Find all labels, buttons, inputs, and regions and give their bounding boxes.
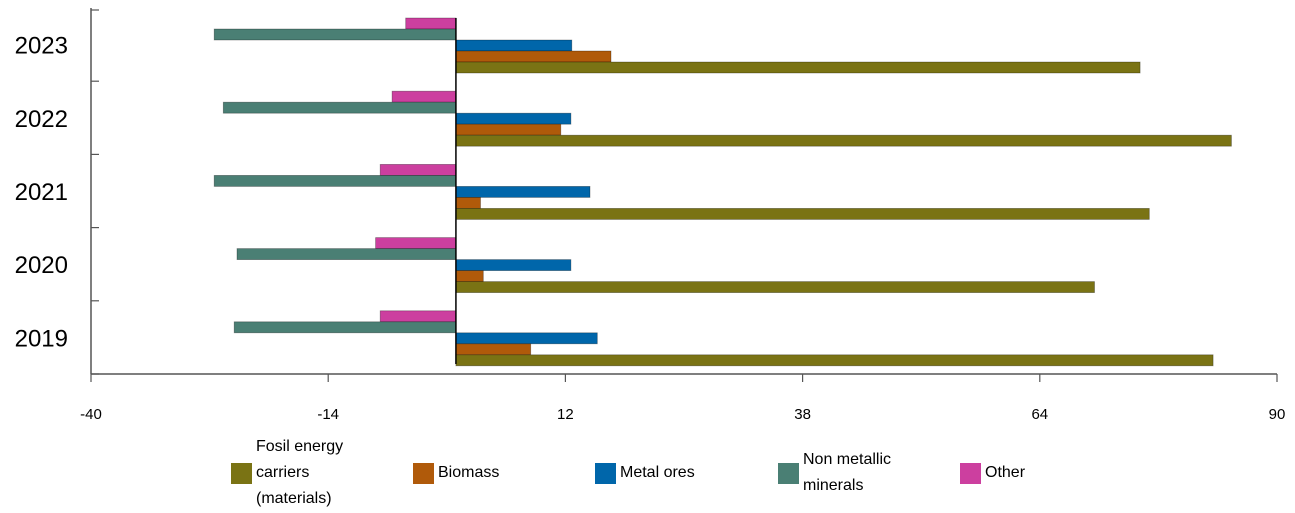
bar-2019-series-0 (455, 354, 1214, 367)
bar-2020-series-1 (455, 270, 484, 283)
x-tick-label: -14 (317, 406, 339, 423)
x-tick-label: 38 (794, 406, 811, 423)
bar-2023-series-0 (455, 61, 1141, 74)
labels-group: 2023 2022 2021 2020 2019 -40 -14 12 38 64 90 (15, 33, 1286, 423)
bar-2023-series-4 (405, 17, 457, 30)
bar-2019-series-2 (455, 332, 598, 345)
legend: Fosil energy carriers (materials) Biomass… (0, 425, 1295, 513)
legend-item-1: Biomass (413, 460, 499, 486)
legend-label: Fosil energy carriers (materials) (256, 438, 344, 507)
bar-2019-series-1 (455, 343, 532, 356)
bar-2022-series-0 (455, 134, 1232, 147)
bar-2023-series-2 (455, 39, 573, 52)
bar-2020-series-4 (375, 237, 457, 250)
bar-2021-series-2 (455, 185, 591, 198)
legend-label: Other (985, 464, 1026, 481)
bar-2022-series-4 (391, 90, 457, 103)
legend-item-4: Other (960, 460, 1025, 486)
legend-swatch (960, 462, 981, 484)
bar-2019-series-3 (233, 321, 457, 334)
category-label-2019: 2019 (15, 325, 68, 352)
legend-swatch (231, 462, 252, 484)
bar-2019-series-4 (379, 310, 457, 323)
bar-2021-series-4 (379, 163, 457, 176)
legend-swatch (413, 462, 434, 484)
bar-2020-series-3 (236, 248, 457, 261)
legend-item-0: Fosil energy carriers (materials) (231, 434, 343, 512)
legend-item-3: Non metallic minerals (778, 447, 891, 499)
chart: 2023 2022 2021 2020 2019 -40 -14 12 38 64 90 (15, 8, 1286, 423)
legend-swatch (778, 462, 799, 484)
legend-label: Biomass (438, 464, 500, 481)
bar-2022-series-1 (455, 123, 562, 136)
x-tick-label: -40 (80, 406, 102, 423)
category-label-2023: 2023 (15, 33, 68, 60)
legend-label: Metal ores (620, 464, 695, 481)
bar-2021-series-1 (455, 196, 481, 209)
bar-2023-series-3 (213, 28, 457, 41)
category-label-2020: 2020 (15, 252, 68, 279)
bar-2021-series-0 (455, 207, 1150, 220)
bar-2023-series-1 (455, 50, 612, 63)
bar-2022-series-3 (222, 101, 457, 114)
category-label-2022: 2022 (15, 106, 68, 133)
bars-group (213, 17, 1232, 367)
x-tick-label: 90 (1269, 406, 1286, 423)
bar-2020-series-2 (455, 259, 572, 272)
bar-2020-series-0 (455, 281, 1095, 294)
legend-label: Non metallic minerals (803, 451, 892, 494)
category-label-2021: 2021 (15, 179, 68, 206)
x-tick-label: 64 (1031, 406, 1048, 423)
legend-item-2: Metal ores (595, 460, 695, 486)
x-tick-label: 12 (557, 406, 574, 423)
axes-group (90, 8, 1278, 382)
bar-2021-series-3 (213, 174, 457, 187)
legend-swatch (595, 462, 616, 484)
bar-2022-series-2 (455, 112, 572, 125)
